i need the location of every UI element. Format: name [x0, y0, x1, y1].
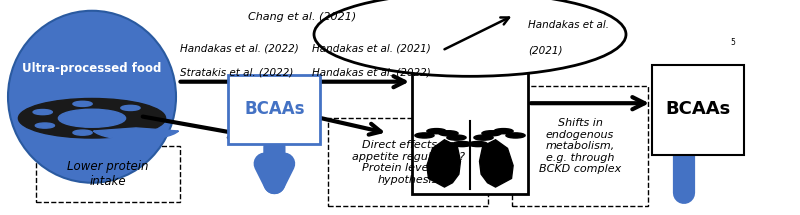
Circle shape — [482, 131, 501, 136]
FancyBboxPatch shape — [512, 86, 648, 206]
Circle shape — [474, 135, 493, 140]
Circle shape — [58, 109, 126, 127]
FancyBboxPatch shape — [228, 75, 320, 144]
Text: Stratakis et al. (2022): Stratakis et al. (2022) — [180, 67, 294, 77]
FancyBboxPatch shape — [652, 64, 744, 155]
FancyBboxPatch shape — [412, 32, 528, 194]
Circle shape — [18, 98, 166, 138]
Circle shape — [494, 129, 513, 134]
Circle shape — [73, 130, 92, 135]
Text: Shifts in
endogenous
metabolism,
e.g. through
BCKD complex: Shifts in endogenous metabolism, e.g. th… — [539, 118, 621, 174]
Circle shape — [35, 123, 54, 128]
Circle shape — [314, 0, 626, 76]
Text: Handakas et al.: Handakas et al. — [528, 20, 609, 30]
Text: 5: 5 — [730, 38, 735, 47]
Wedge shape — [94, 128, 178, 140]
Text: Direct effects on
appetite regulation?
Protein leverage
hypothesis: Direct effects on appetite regulation? P… — [351, 140, 465, 185]
Circle shape — [415, 133, 434, 138]
Text: Handakas et al. (2022): Handakas et al. (2022) — [180, 44, 298, 54]
Text: BCAAs: BCAAs — [244, 100, 305, 118]
Circle shape — [506, 133, 525, 138]
Circle shape — [453, 141, 472, 147]
FancyBboxPatch shape — [328, 118, 488, 206]
Circle shape — [121, 105, 140, 111]
Text: (2021): (2021) — [528, 46, 562, 56]
Circle shape — [439, 131, 458, 136]
FancyBboxPatch shape — [36, 146, 180, 202]
Text: BCAAs: BCAAs — [665, 100, 730, 118]
Circle shape — [468, 141, 487, 147]
Circle shape — [73, 101, 92, 106]
Ellipse shape — [8, 11, 176, 183]
Polygon shape — [479, 140, 513, 187]
Text: Handakas et al. (2021): Handakas et al. (2021) — [312, 44, 430, 54]
Circle shape — [427, 129, 446, 134]
Polygon shape — [427, 140, 461, 187]
Text: Handakas et al. (2022): Handakas et al. (2022) — [312, 67, 430, 77]
Text: Chang et al. (2021): Chang et al. (2021) — [248, 11, 356, 22]
Circle shape — [33, 109, 52, 115]
Text: Ultra-processed food: Ultra-processed food — [22, 62, 162, 75]
Circle shape — [447, 135, 466, 140]
Text: Lower protein
intake: Lower protein intake — [67, 160, 149, 188]
